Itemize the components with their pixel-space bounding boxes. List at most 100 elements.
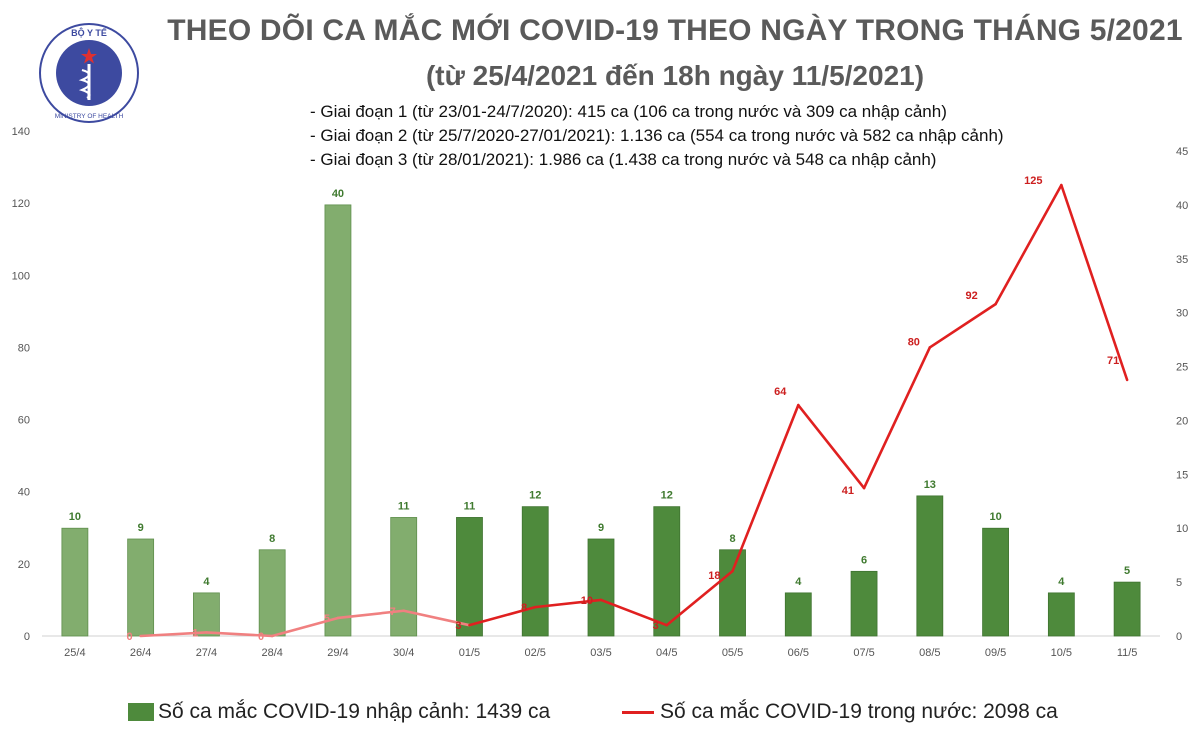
line-segment	[336, 609, 406, 620]
y-right-tick-label: 40	[1176, 200, 1188, 212]
chart-subtitle: (từ 25/4/2021 đến 18h ngày 11/5/2021)	[425, 60, 925, 91]
line-segment	[665, 569, 734, 627]
y-right-tick-label: 25	[1176, 362, 1188, 374]
bar	[61, 527, 89, 637]
y-left-tick-label: 0	[24, 631, 30, 643]
y-left-tick-label: 40	[18, 487, 30, 499]
line-value-label: 64	[774, 386, 787, 398]
line-segment	[928, 302, 997, 349]
x-tick-label: 04/5	[656, 647, 677, 659]
bar-value-label: 12	[529, 490, 541, 502]
line-segment	[994, 183, 1063, 306]
bar	[784, 592, 812, 637]
x-tick-label: 06/5	[788, 647, 809, 659]
legend-line: Số ca mắc COVID-19 trong nước: 2098 ca	[622, 700, 1058, 724]
line-value-label: 10	[581, 595, 593, 607]
legend-bar-label: Số ca mắc COVID-19 nhập cảnh: 1439 ca	[158, 700, 551, 723]
bar	[456, 517, 483, 637]
bar-value-label: 6	[861, 554, 867, 566]
y-left-tick-label: 20	[18, 559, 30, 571]
line-segment	[402, 609, 471, 627]
line-segment	[468, 605, 537, 627]
line-segment	[139, 631, 208, 638]
y-left-tick-label: 140	[12, 126, 30, 138]
bar	[982, 527, 1009, 637]
legend-line-swatch	[622, 710, 654, 714]
line-value-label: 92	[965, 290, 977, 302]
bar	[390, 517, 418, 637]
y-right-tick-label: 20	[1176, 415, 1188, 427]
x-tick-label: 02/5	[525, 647, 546, 659]
x-tick-label: 25/4	[64, 647, 85, 659]
bar-value-label: 11	[398, 500, 410, 512]
bar-value-label: 9	[598, 522, 604, 534]
phase-notes: - Giai đoạn 1 (từ 23/01-24/7/2020): 415 …	[310, 100, 1004, 172]
x-tick-label: 27/4	[196, 647, 217, 659]
bar-value-label: 9	[138, 522, 144, 534]
bar-value-label: 10	[989, 511, 1001, 523]
line-value-label: 80	[908, 336, 920, 348]
x-tick-label: 10/5	[1051, 647, 1072, 659]
bar	[653, 506, 681, 637]
bar-value-label: 8	[269, 533, 275, 545]
bar-value-label: 12	[661, 490, 673, 502]
line-value-label: 3	[455, 620, 461, 632]
bar-value-label: 13	[924, 479, 936, 491]
x-tick-label: 30/4	[393, 647, 414, 659]
y-left-tick-label: 100	[12, 270, 30, 282]
legend-bar-swatch	[128, 703, 154, 721]
bar	[127, 538, 155, 637]
line-value-label: 125	[1024, 175, 1042, 187]
bar-value-label: 4	[795, 576, 802, 588]
y-right-tick-label: 0	[1176, 631, 1182, 643]
bar-value-label: 8	[729, 533, 735, 545]
y-right-tick-label: 45	[1176, 146, 1188, 158]
phase-note-2: - Giai đoạn 2 (từ 25/7/2020-27/01/2021):…	[310, 126, 1004, 145]
line-value-label: 7	[390, 606, 396, 618]
line-segment	[599, 598, 669, 627]
line-segment	[862, 346, 932, 490]
bar	[258, 549, 286, 637]
bar-value-label: 40	[332, 188, 344, 200]
logo-top-text: BỘ Y TẾ	[71, 27, 107, 38]
bar-value-label: 5	[1124, 565, 1130, 577]
bar	[916, 495, 944, 637]
bar-value-label: 11	[464, 500, 476, 512]
x-tick-label: 28/4	[261, 647, 282, 659]
x-tick-label: 11/5	[1117, 647, 1138, 659]
bar	[850, 570, 878, 637]
x-tick-label: 29/4	[327, 647, 348, 659]
x-tick-label: 26/4	[130, 647, 151, 659]
x-tick-label: 05/5	[722, 647, 743, 659]
bar	[193, 592, 220, 637]
bar-value-label: 4	[1058, 576, 1065, 588]
phase-note-1: - Giai đoạn 1 (từ 23/01-24/7/2020): 415 …	[310, 102, 947, 121]
line-segment	[796, 403, 866, 490]
line-value-label: 41	[842, 485, 854, 497]
bar-value-label: 4	[203, 576, 210, 588]
legend-bars: Số ca mắc COVID-19 nhập cảnh: 1439 ca	[128, 700, 550, 724]
line-segment	[731, 403, 800, 573]
x-tick-label: 09/5	[985, 647, 1006, 659]
line-value-label: 0	[127, 631, 133, 643]
y-right-tick-label: 35	[1176, 254, 1188, 266]
bar	[587, 538, 615, 637]
ministry-of-health-logo: BỘ Y TẾ MINISTRY OF HEALTH	[38, 22, 140, 124]
line-segment	[205, 631, 274, 638]
bar-value-label: 10	[69, 511, 81, 523]
bar	[521, 506, 549, 637]
y-left-tick-label: 60	[18, 415, 30, 427]
bar	[1047, 592, 1075, 637]
y-left-tick-label: 80	[18, 342, 30, 354]
legend-line-label: Số ca mắc COVID-19 trong nước: 2098 ca	[660, 700, 1058, 723]
y-right-tick-label: 15	[1176, 469, 1188, 481]
bar	[324, 204, 352, 637]
phase-note-3: - Giai đoạn 3 (từ 28/01/2021): 1.986 ca …	[310, 150, 937, 169]
line-segment	[533, 598, 603, 609]
x-tick-label: 03/5	[590, 647, 611, 659]
x-tick-label: 01/5	[459, 647, 480, 659]
line-value-label: 5	[324, 613, 330, 625]
line-value-label: 1	[192, 627, 198, 639]
line-segment	[1060, 183, 1129, 382]
